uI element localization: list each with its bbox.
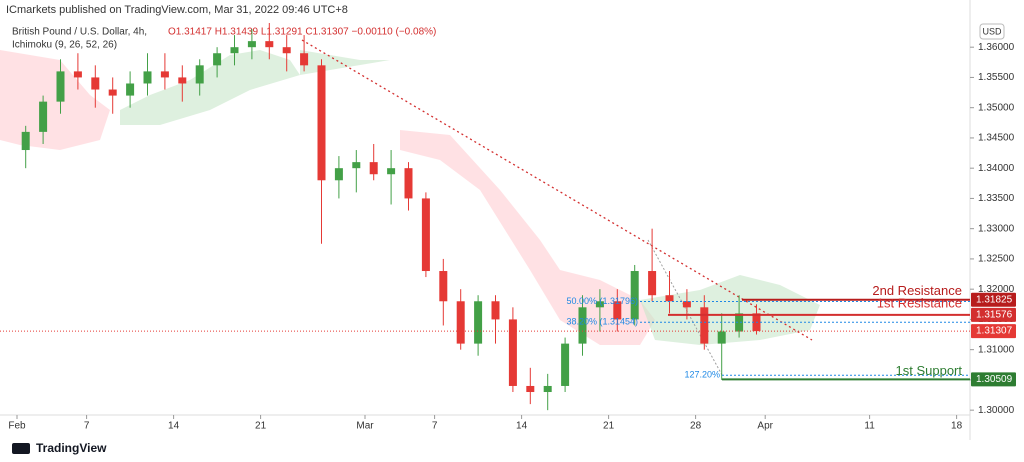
x-tick-label: 11 bbox=[864, 421, 875, 432]
currency-box[interactable] bbox=[979, 23, 1005, 40]
candle-body bbox=[56, 71, 65, 102]
y-tick-label: 1.36000 bbox=[978, 42, 1015, 53]
x-tick-label: Feb bbox=[8, 421, 26, 432]
candle-body bbox=[508, 319, 517, 386]
candle-body bbox=[613, 301, 622, 320]
candle-body bbox=[439, 271, 448, 302]
candle-body bbox=[108, 89, 117, 96]
candle-body bbox=[39, 101, 48, 132]
brand-logo bbox=[12, 443, 30, 454]
candle-body bbox=[421, 198, 430, 272]
price-tag bbox=[971, 324, 1016, 339]
candle-body bbox=[735, 313, 744, 332]
price-tag-label: 1.30509 bbox=[976, 374, 1013, 385]
symbol: British Pound / U.S. Dollar, 4h, bbox=[12, 27, 147, 38]
price-tag-label: 1.31825 bbox=[976, 294, 1013, 305]
candle-body bbox=[700, 307, 709, 344]
candle-body bbox=[404, 168, 413, 199]
y-tick-label: 1.33000 bbox=[978, 223, 1015, 234]
currency[interactable]: USD bbox=[982, 26, 1002, 36]
y-tick-label: 1.31000 bbox=[978, 344, 1015, 355]
y-tick-label: 1.33500 bbox=[978, 193, 1015, 204]
candle-body bbox=[665, 295, 674, 302]
candle-body bbox=[91, 77, 100, 90]
x-tick-label: 14 bbox=[168, 421, 180, 432]
x-tick-label: 21 bbox=[255, 421, 267, 432]
candle-body bbox=[126, 83, 135, 96]
x-tick-label: 21 bbox=[603, 421, 615, 432]
y-tick-label: 1.35500 bbox=[978, 72, 1015, 83]
candle-body bbox=[456, 301, 465, 344]
candle-body bbox=[491, 301, 500, 320]
x-tick-label: Mar bbox=[356, 421, 374, 432]
y-tick-label: 1.34500 bbox=[978, 133, 1015, 144]
x-tick-label: 7 bbox=[84, 421, 90, 432]
y-tick-label: 1.35000 bbox=[978, 102, 1015, 113]
candle-body bbox=[317, 65, 326, 181]
price-tag-label: 1.31576 bbox=[976, 309, 1013, 320]
candle-body bbox=[334, 168, 343, 181]
candle-body bbox=[387, 168, 396, 175]
candle-body bbox=[282, 47, 291, 54]
ohlc-legend: O1.31417 H1.31439 L1.31291 C1.31307 −0.0… bbox=[168, 27, 436, 38]
candle-body bbox=[73, 71, 82, 78]
candle-body bbox=[474, 301, 483, 344]
price-tag-label: 1.31307 bbox=[976, 326, 1013, 337]
y-tick-label: 1.32000 bbox=[978, 284, 1015, 295]
candle-body bbox=[682, 301, 691, 308]
candle-body bbox=[717, 331, 726, 344]
candle-body bbox=[543, 385, 552, 393]
candle-body bbox=[195, 65, 204, 84]
candle-body bbox=[578, 307, 587, 344]
candle-body bbox=[213, 53, 222, 66]
candle-body bbox=[300, 53, 309, 66]
candle-body bbox=[160, 71, 169, 78]
x-tick-label: 28 bbox=[690, 421, 702, 432]
fib-label: 50.00% (1.31796) bbox=[566, 296, 638, 306]
price-tag bbox=[971, 307, 1016, 322]
candle-body bbox=[230, 47, 239, 54]
candle-body bbox=[352, 162, 361, 169]
x-tick-label: Apr bbox=[757, 421, 773, 432]
candle-body bbox=[369, 162, 378, 175]
x-tick-label: 7 bbox=[432, 421, 438, 432]
level-name: 1st Resistance bbox=[877, 295, 962, 310]
fib-leg bbox=[647, 239, 723, 376]
price-tag bbox=[971, 292, 1016, 307]
candle-body bbox=[21, 131, 30, 151]
price-tag bbox=[971, 372, 1016, 387]
candle-body bbox=[265, 41, 274, 48]
publisher: ICmarkets published on TradingView.com, … bbox=[6, 4, 348, 16]
brand: TradingView bbox=[36, 441, 107, 455]
candle-body bbox=[630, 271, 639, 320]
x-tick-label: 14 bbox=[516, 421, 528, 432]
fib-label: 38.20% (1.31454) bbox=[566, 317, 638, 327]
y-tick-label: 1.32500 bbox=[978, 254, 1015, 265]
candle-body bbox=[143, 71, 152, 84]
y-tick-label: 1.34000 bbox=[978, 163, 1015, 174]
level-name: 1st Support bbox=[896, 363, 963, 378]
candle-body bbox=[178, 77, 187, 84]
x-tick-label: 18 bbox=[951, 421, 963, 432]
candle-body bbox=[526, 385, 535, 393]
fib-label: 127.20% bbox=[684, 370, 720, 380]
ichimoku-cloud bbox=[0, 50, 820, 345]
candle-body bbox=[595, 301, 604, 308]
trendline bbox=[301, 39, 813, 341]
level-name: 2nd Resistance bbox=[872, 283, 962, 298]
candle-body bbox=[648, 271, 657, 296]
candle-body bbox=[561, 343, 570, 386]
y-tick-label: 1.30000 bbox=[978, 405, 1015, 416]
indicator: Ichimoku (9, 26, 52, 26) bbox=[12, 40, 117, 51]
candle-body bbox=[247, 41, 256, 48]
